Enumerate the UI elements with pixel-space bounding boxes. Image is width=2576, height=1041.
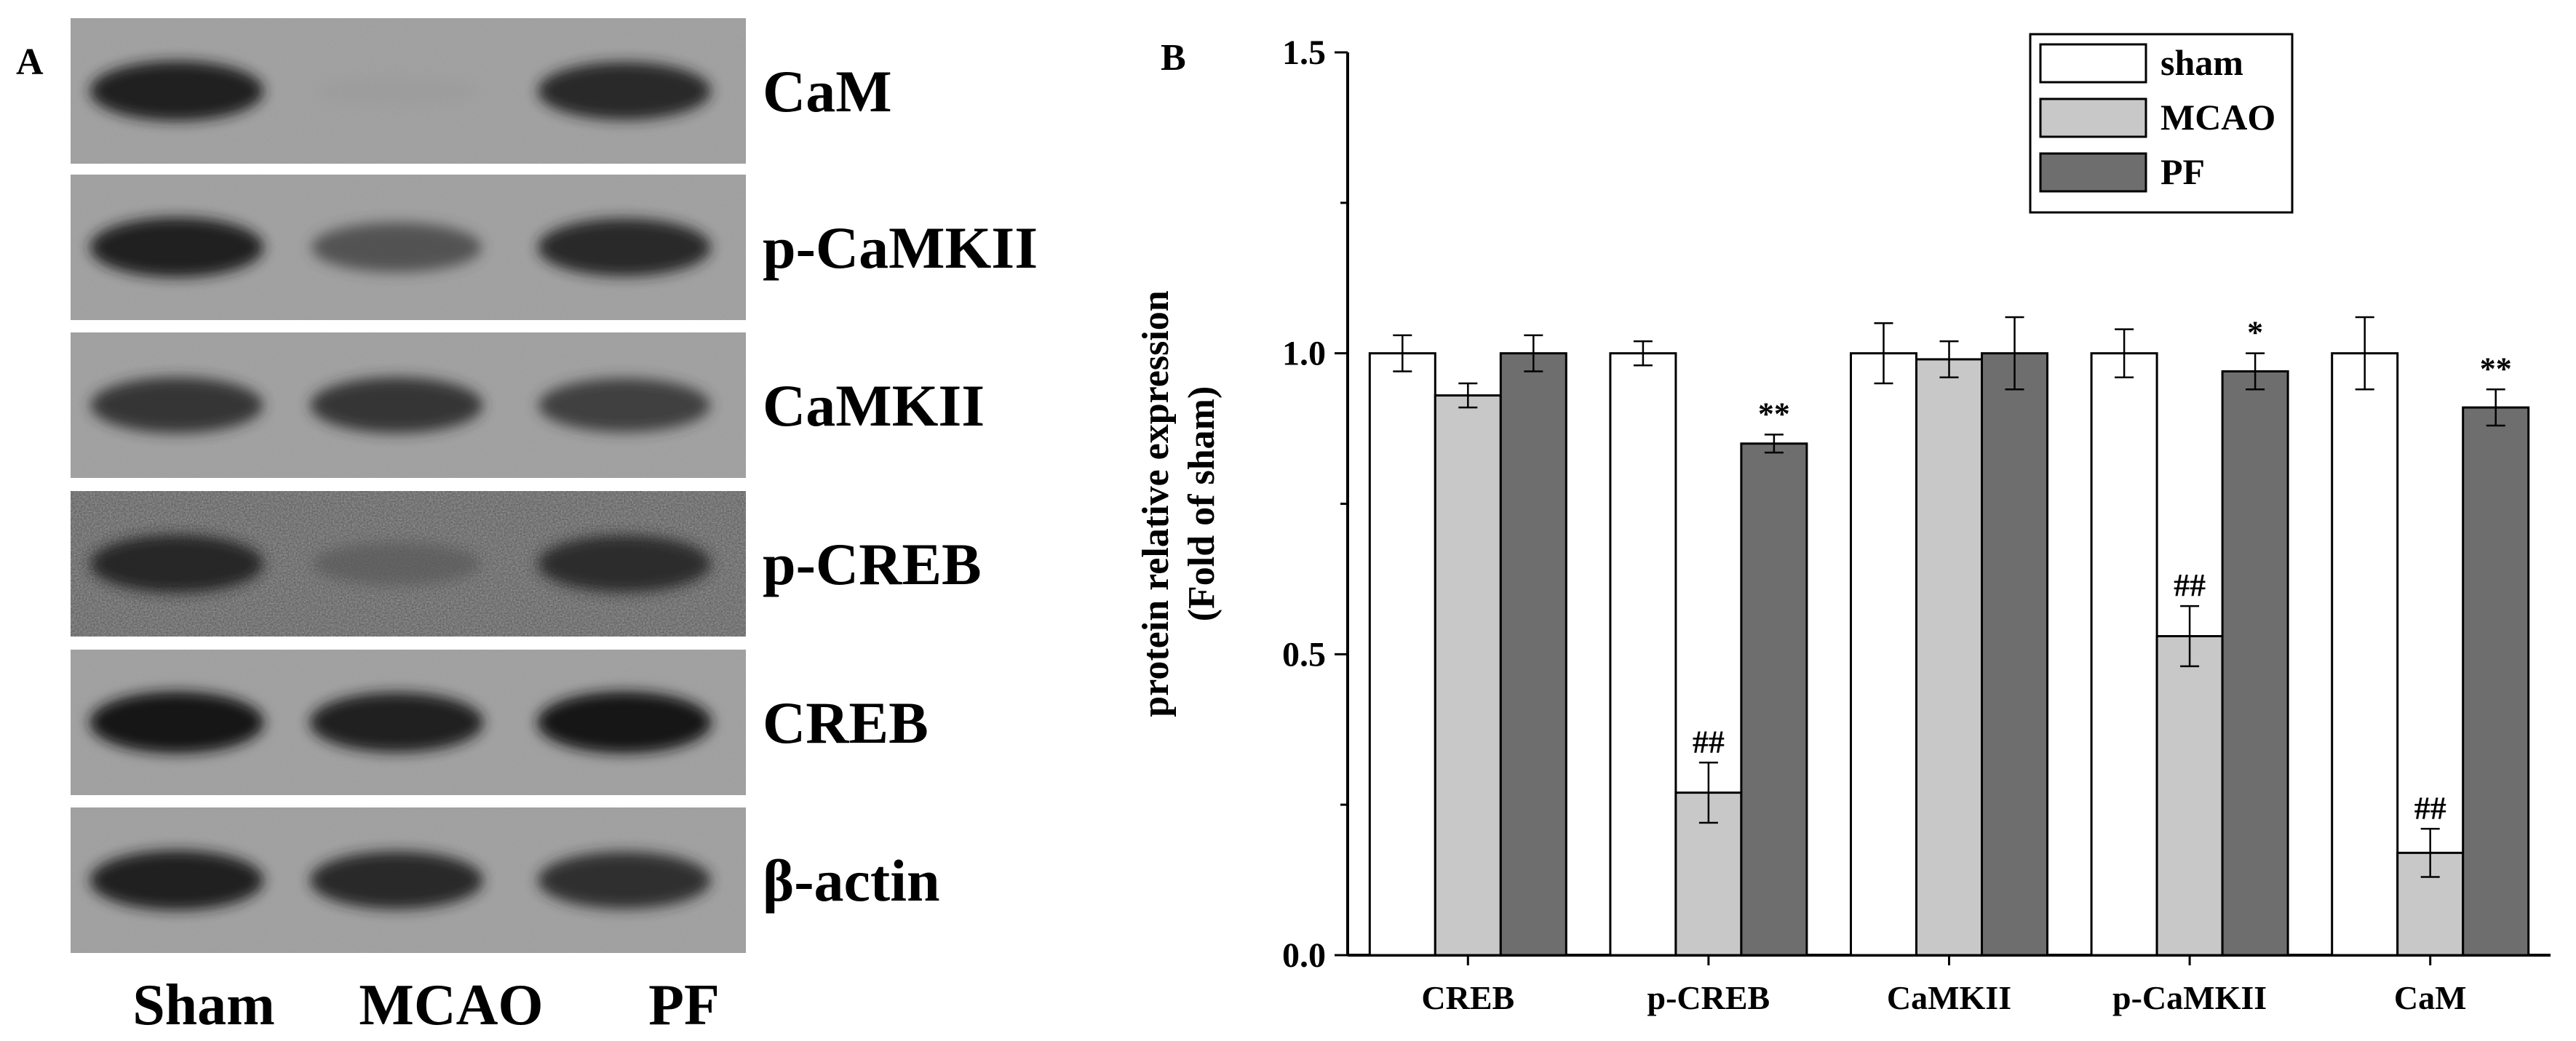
y-tick-label: 0.0	[1282, 936, 1326, 975]
chart-plot: 0.0 0.5 1.0 1.5 protein relative expression(…	[1135, 33, 2551, 1016]
significance-marker: ##	[2174, 567, 2206, 603]
legend-label: PF	[2160, 151, 2205, 192]
protein-band	[538, 218, 711, 276]
blot-label: CaMKII	[763, 372, 985, 439]
protein-band	[90, 535, 263, 593]
blot-label: CaM	[763, 58, 892, 124]
lane-labels: Sham MCAO PF	[132, 973, 720, 1037]
lane-label: MCAO	[359, 973, 543, 1037]
protein-band	[90, 377, 263, 434]
significance-marker: *	[2247, 315, 2263, 351]
y-tick-label: 0.5	[1282, 635, 1326, 674]
category-group: ## * p-CaMKII	[2090, 315, 2289, 1016]
bar-mcao	[1915, 358, 1983, 957]
category-group: ## ** p-CREB	[1609, 340, 1808, 1016]
y-tick-label: 1.0	[1282, 335, 1326, 373]
y-axis-label: protein relative expression	[1135, 290, 1177, 717]
lane-label: PF	[648, 973, 720, 1037]
bar-pf	[1740, 442, 1808, 957]
blot-label: p-CaMKII	[763, 215, 1038, 281]
bar-sham	[1850, 352, 1917, 957]
protein-band	[537, 691, 712, 754]
panel-a-letter: A	[16, 41, 44, 83]
y-axis-label-line2: (Fold of sham)	[1181, 386, 1223, 622]
category-group: CREB	[1368, 334, 1567, 1016]
bar-sham	[1609, 352, 1677, 957]
protein-band	[310, 377, 483, 434]
x-tick-label: CaM	[2394, 979, 2467, 1016]
blot-strip: CaM	[71, 18, 892, 164]
blot-strip: β-actin	[71, 807, 940, 953]
x-tick-label: p-CREB	[1647, 979, 1770, 1016]
legend-label: MCAO	[2160, 97, 2275, 137]
bar-sham	[1368, 352, 1436, 957]
western-blot-panel: A CaM p-CaMKII CaMKII p-CREB CREB β-actin Sha…	[16, 18, 1038, 1037]
significance-marker: ##	[1693, 724, 1725, 759]
protein-band	[90, 217, 264, 278]
legend-swatch	[2039, 97, 2147, 138]
y-tick-label: 1.5	[1282, 33, 1326, 72]
protein-band	[538, 851, 711, 909]
bar-mcao	[2155, 635, 2224, 957]
bar-pf	[2462, 406, 2530, 957]
lane-label: Sham	[132, 973, 275, 1037]
x-tick-label: CREB	[1421, 979, 1514, 1016]
significance-marker: **	[2480, 351, 2512, 386]
blot-strips: CaM p-CaMKII CaMKII p-CREB CREB β-actin	[71, 18, 1038, 953]
protein-band	[90, 691, 264, 754]
panel-b-letter: B	[1161, 37, 1186, 79]
x-tick-label: p-CaMKII	[2112, 979, 2267, 1016]
blot-label: β-actin	[763, 847, 940, 914]
blot-label: CREB	[763, 690, 929, 756]
legend-label: sham	[2160, 42, 2243, 83]
protein-band	[538, 378, 710, 432]
legend-swatch	[2039, 43, 2147, 84]
bar-mcao	[1434, 394, 1502, 957]
blot-label: p-CREB	[763, 531, 982, 597]
protein-band	[310, 851, 483, 909]
protein-band	[315, 77, 478, 105]
protein-band	[312, 541, 481, 586]
category-group: CaMKII	[1850, 316, 2048, 1016]
bar-pf	[1981, 352, 2048, 957]
legend-swatch	[2039, 152, 2147, 193]
blot-strip: p-CREB	[71, 491, 982, 637]
bar-pf	[2221, 370, 2289, 957]
protein-band	[538, 62, 711, 120]
protein-band	[90, 850, 264, 911]
bar-pf	[1499, 352, 1567, 957]
bar-sham	[2090, 352, 2158, 957]
significance-marker: **	[1758, 396, 1790, 431]
blot-strip: p-CaMKII	[71, 175, 1038, 320]
category-group: ## ** CaM	[2331, 316, 2530, 1016]
blot-strip: CaMKII	[71, 332, 985, 478]
x-tick-label: CaMKII	[1887, 979, 2011, 1016]
bar-chart-panel: B 0.0 0.5 1.0 1.5 protein relative expressio…	[1135, 33, 2551, 1016]
blot-strip: CREB	[71, 650, 929, 795]
legend: sham MCAO PF	[2029, 33, 2294, 214]
bar-sham	[2331, 352, 2399, 957]
protein-band	[311, 222, 482, 273]
protein-band	[309, 692, 484, 753]
significance-marker: ##	[2414, 790, 2446, 826]
protein-band	[90, 60, 264, 121]
protein-band	[538, 535, 711, 593]
